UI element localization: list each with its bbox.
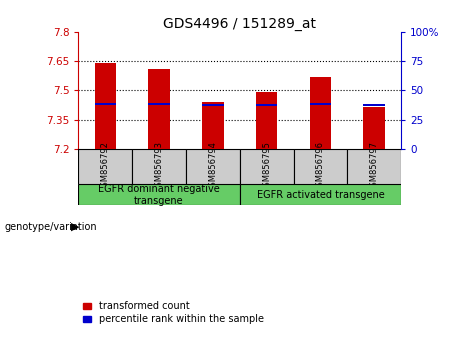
Bar <box>363 104 385 106</box>
Bar <box>256 92 278 149</box>
Text: genotype/variation: genotype/variation <box>5 222 97 232</box>
Bar <box>202 104 224 106</box>
Text: GSM856794: GSM856794 <box>208 141 217 192</box>
Bar <box>240 184 401 205</box>
Bar <box>294 149 347 184</box>
Text: EGFR dominant negative
transgene: EGFR dominant negative transgene <box>98 184 220 206</box>
Bar <box>186 149 240 184</box>
Bar <box>132 149 186 184</box>
Bar <box>256 104 278 106</box>
Text: ▶: ▶ <box>71 222 80 232</box>
Bar <box>310 77 331 149</box>
Bar <box>347 149 401 184</box>
Title: GDS4496 / 151289_at: GDS4496 / 151289_at <box>163 17 316 31</box>
Bar <box>95 103 116 105</box>
Bar <box>363 107 385 149</box>
Bar <box>240 149 294 184</box>
Text: EGFR activated transgene: EGFR activated transgene <box>256 190 384 200</box>
Text: GSM856792: GSM856792 <box>101 141 110 192</box>
Text: GSM856793: GSM856793 <box>154 141 164 192</box>
Bar <box>148 103 170 105</box>
Bar <box>78 149 132 184</box>
Bar <box>310 103 331 105</box>
Text: GSM856795: GSM856795 <box>262 141 271 192</box>
Legend: transformed count, percentile rank within the sample: transformed count, percentile rank withi… <box>83 302 264 324</box>
Text: GSM856796: GSM856796 <box>316 141 325 192</box>
Bar <box>148 69 170 149</box>
Bar <box>95 63 116 149</box>
Text: GSM856797: GSM856797 <box>370 141 378 192</box>
Bar <box>202 102 224 149</box>
Bar <box>78 184 240 205</box>
